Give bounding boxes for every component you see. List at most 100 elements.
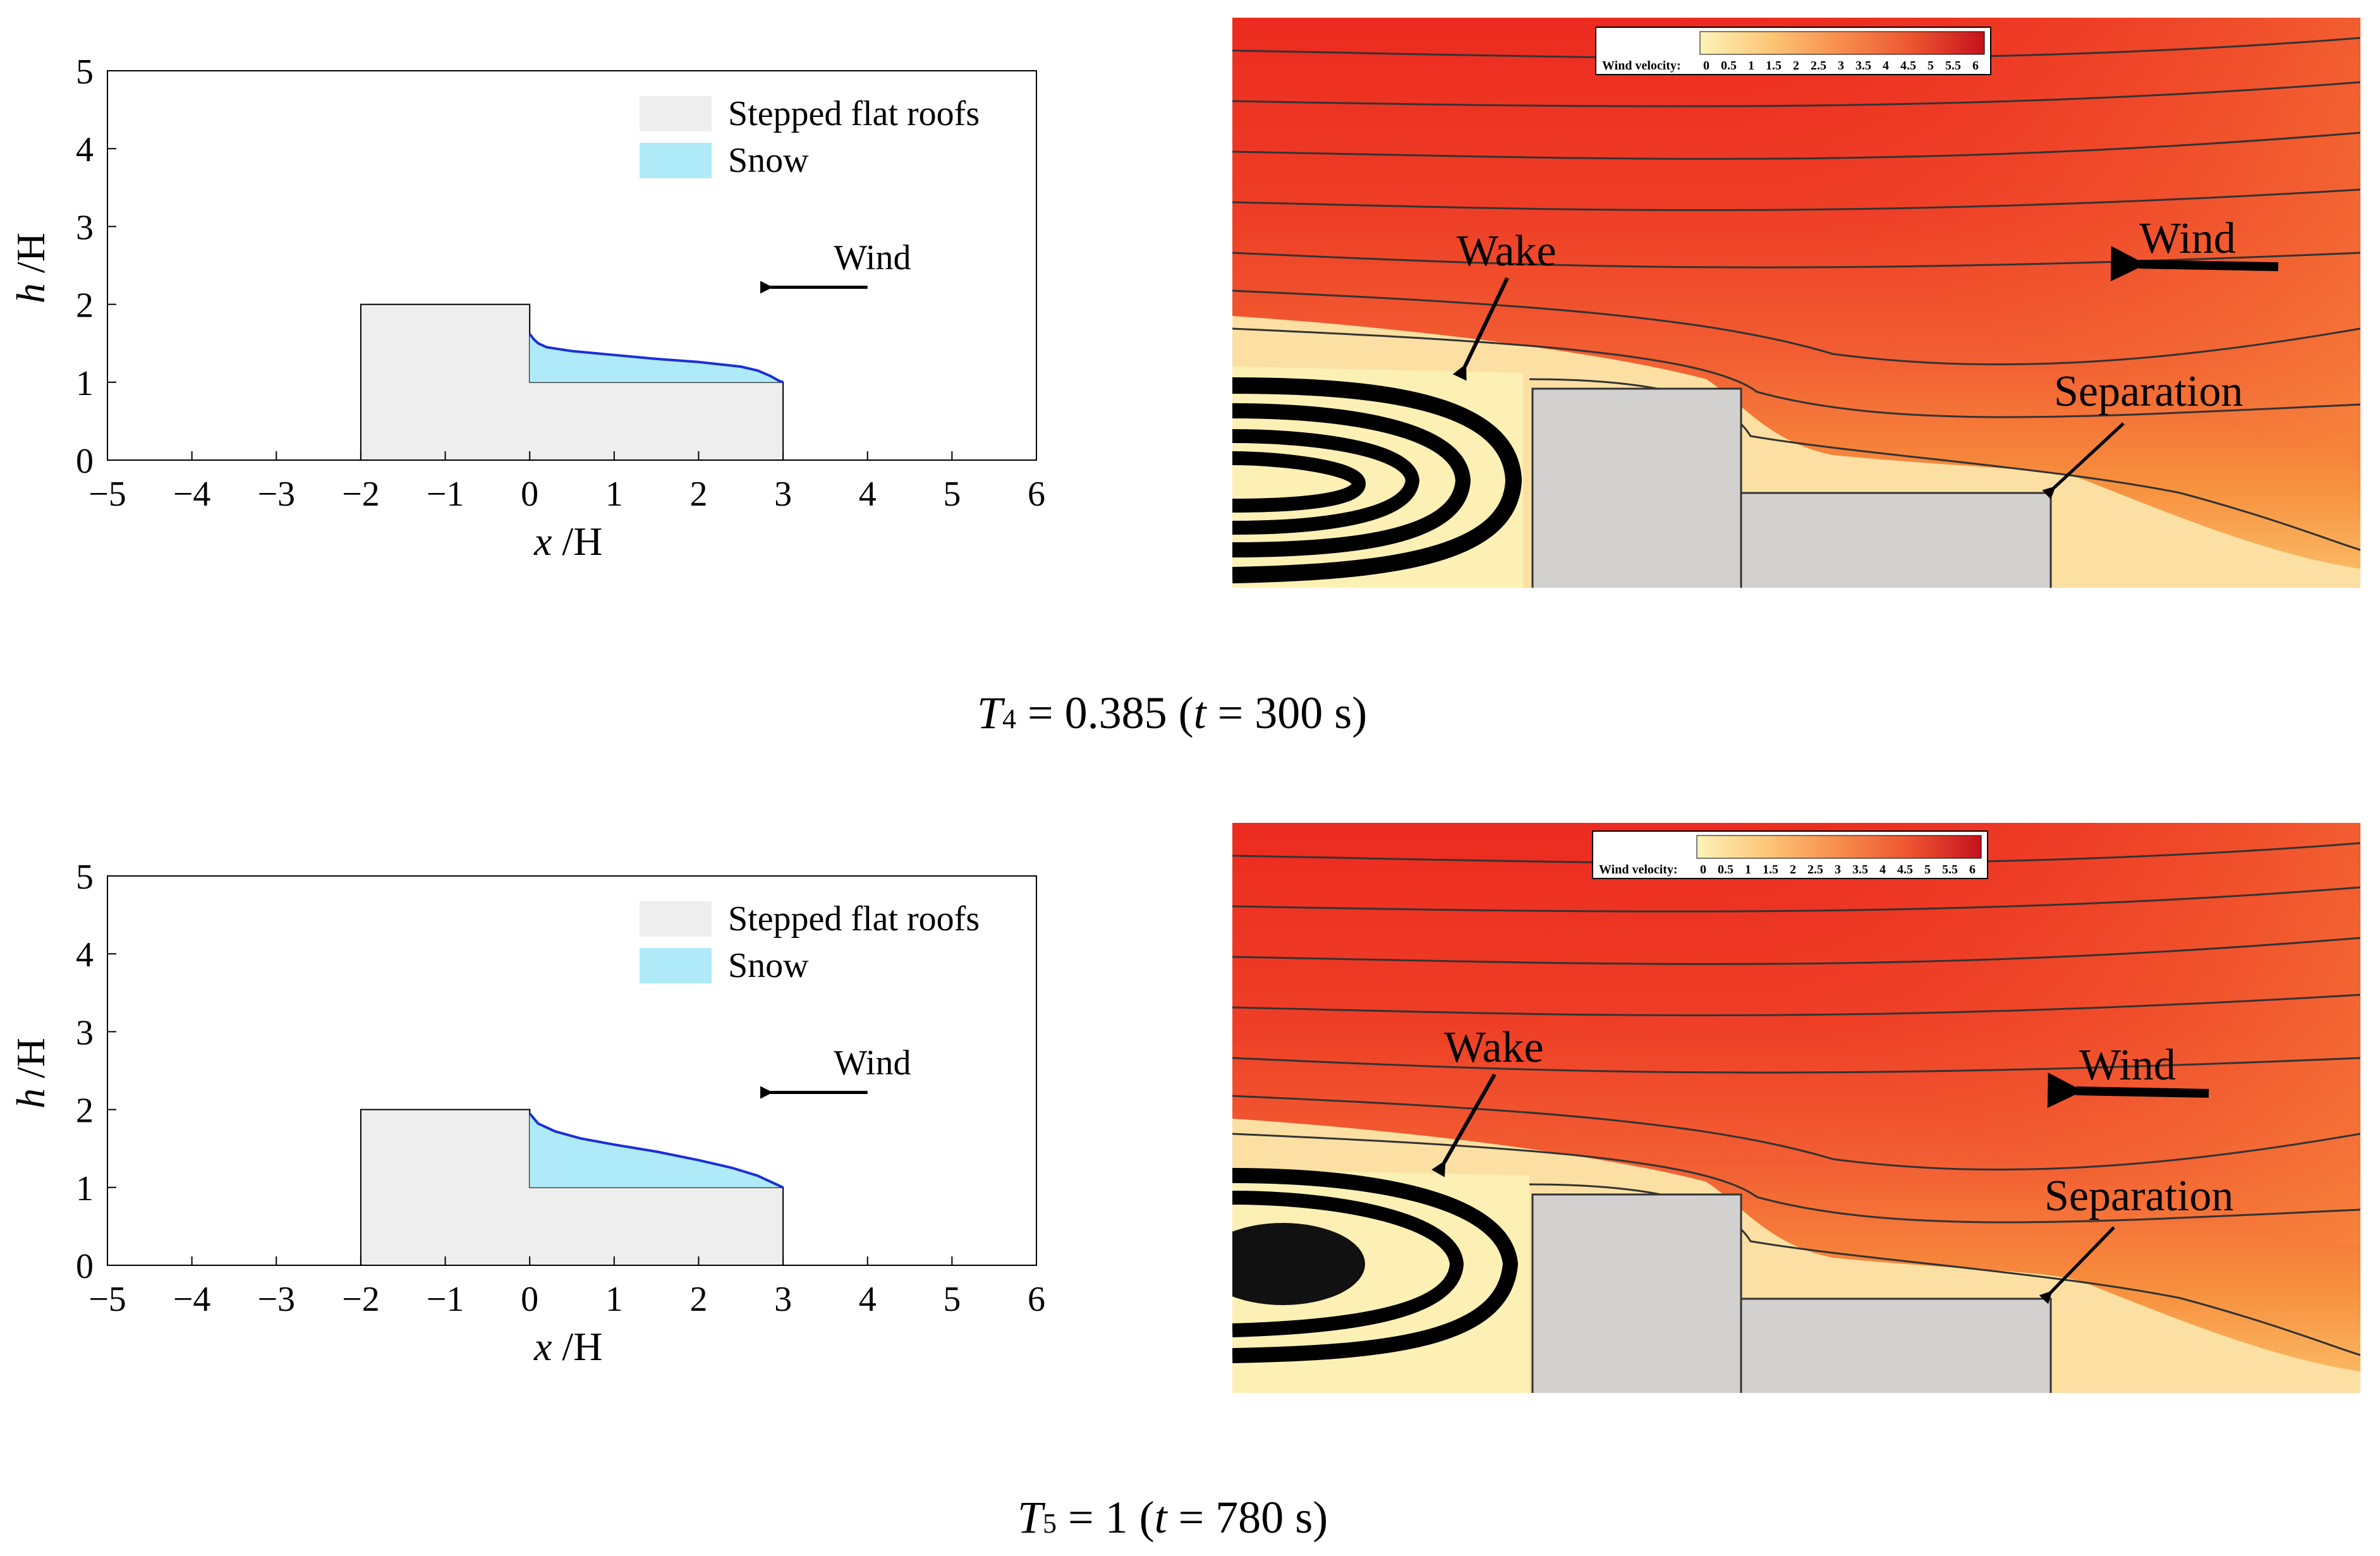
y-tick-label: 4 <box>76 130 94 169</box>
colorbar-tick-label: 2.5 <box>1807 863 1823 877</box>
colorbar-tick-label: 4 <box>1879 863 1886 877</box>
caption-rest1: = 0.385 ( <box>1016 688 1194 738</box>
colorbar-tick-label: 0 <box>1703 59 1709 73</box>
colorbar-tick-label: 2 <box>1793 59 1799 73</box>
caption-var: T <box>977 688 1005 738</box>
colorbar-tick-label: 1.5 <box>1766 59 1782 73</box>
y-tick-label: 5 <box>76 858 94 897</box>
caption-bottom: T5 = 1 (t = 780 s) <box>1017 1492 1328 1543</box>
wake-label: Wake <box>1457 227 1557 276</box>
colorbar-tick-label: 2 <box>1790 863 1796 877</box>
y-tick-label: 1 <box>76 364 94 403</box>
x-tick-label: −2 <box>342 1280 380 1319</box>
colorbar-tick-label: 6 <box>1969 863 1976 877</box>
colorbar-tick-label: 3.5 <box>1852 863 1868 877</box>
x-tick-label: −2 <box>342 475 380 514</box>
wake-region <box>1232 367 1523 588</box>
velocity-band-downstream <box>1675 823 2360 1245</box>
colorbar-tick-label: 4.5 <box>1897 863 1913 877</box>
caption-rest1: = 1 ( <box>1057 1492 1155 1543</box>
snow-area <box>530 1113 784 1188</box>
snow-surface-line <box>528 333 784 384</box>
y-axis-unit: /H <box>8 233 53 283</box>
wake-vortex <box>1232 1168 1519 1363</box>
y-tick-label: 1 <box>76 1169 94 1208</box>
x-tick-label: 4 <box>859 1280 877 1319</box>
x-tick-label: 1 <box>605 1280 623 1319</box>
legend-swatch-snow <box>640 143 712 178</box>
x-axis-var: x <box>533 519 552 564</box>
wake-vortex <box>1232 377 1522 583</box>
colorbar-tick-label: 5 <box>1928 59 1934 73</box>
caption-sub: 5 <box>1043 1508 1057 1539</box>
y-tick-label: 2 <box>76 1091 94 1131</box>
x-tick-label: 0 <box>521 1280 538 1319</box>
x-tick-label: −1 <box>427 1280 464 1319</box>
x-tick-label: −3 <box>257 1280 295 1319</box>
velocity-band-downstream <box>1675 18 2360 442</box>
y-axis-var: h <box>8 1088 53 1109</box>
separation-arrow <box>2042 422 2125 500</box>
colorbar-tick-label: 1 <box>1745 863 1751 877</box>
legend-label-snow: Snow <box>728 946 809 985</box>
x-tick-label: −4 <box>173 475 211 514</box>
caption-var: T <box>1017 1492 1046 1543</box>
x-tick-label: −5 <box>88 475 126 514</box>
wake-label: Wake <box>1444 1023 1544 1072</box>
x-axis-var: x <box>533 1324 552 1369</box>
y-tick-label: 4 <box>76 935 94 975</box>
x-tick-label: 2 <box>689 475 707 514</box>
colorbar-tick-label: 5.5 <box>1942 863 1958 877</box>
legend-swatch-roof <box>640 96 712 131</box>
caption-sub: 4 <box>1002 703 1016 734</box>
contour-overlay-top: Wind velocity: 0 0.5 1 1.5 2 2.5 3 3.5 4 4.5 5 5.5 6… <box>1452 27 2279 500</box>
colorbar-ticks: 0 0.5 1 1.5 2 2.5 3 3.5 4 4.5 5 5.5 6 <box>1700 863 1976 877</box>
legend-swatch-roof <box>640 901 712 937</box>
colorbar-tick-label: 1.5 <box>1763 863 1778 877</box>
x-tick-label: 6 <box>1028 475 1045 514</box>
y-tick-label: 0 <box>76 1247 94 1286</box>
x-axis-label: x /H <box>533 519 602 564</box>
wind-label: Wind <box>834 238 911 277</box>
colorbar-tick-label: 6 <box>1972 59 1979 73</box>
legend-swatch-snow <box>640 948 712 983</box>
wind-label: Wind <box>2079 1041 2176 1090</box>
x-tick-label: 4 <box>859 475 877 514</box>
colorbar-tick-label: 4.5 <box>1900 59 1916 73</box>
snow-area <box>530 334 784 382</box>
colorbar <box>1699 31 1985 55</box>
colorbar-tick-label: 5.5 <box>1945 59 1961 73</box>
x-tick-label: 5 <box>943 475 961 514</box>
x-tick-label: 2 <box>689 1280 707 1319</box>
colorbar-tick-label: 3 <box>1838 59 1844 73</box>
colorbar-tick-label: 2.5 <box>1811 59 1826 73</box>
lower-building <box>1740 492 2052 588</box>
x-tick-label: −1 <box>427 475 464 514</box>
x-tick-label: −5 <box>88 1280 126 1319</box>
x-tick-label: 6 <box>1028 1280 1045 1319</box>
y-tick-label: 5 <box>76 52 94 92</box>
contour-overlay-bottom: Wind velocity: 0 0.5 1 1.5 2 2.5 3 3.5 4 4.5 5 5.5 6… <box>1431 830 2233 1304</box>
colorbar-tick-label: 0.5 <box>1721 59 1737 73</box>
colorbar-tick-label: 3.5 <box>1855 59 1871 73</box>
colorbar-tick-label: 1 <box>1748 59 1754 73</box>
legend-label-roof: Stepped flat roofs <box>728 899 980 939</box>
legend-label-snow: Snow <box>728 141 809 180</box>
y-axis-unit: /H <box>8 1038 53 1088</box>
colorbar-tick-label: 0 <box>1700 863 1706 877</box>
wind-velocity-contour-top <box>1232 18 2360 588</box>
separation-arrow <box>2039 1226 2115 1304</box>
separation-label: Separation <box>2054 367 2243 416</box>
colorbar-ticks: 0 0.5 1 1.5 2 2.5 3 3.5 4 4.5 5 5.5 6 <box>1703 59 1979 73</box>
y-tick-label: 0 <box>76 442 94 481</box>
x-tick-label: 3 <box>774 1280 792 1319</box>
wind-label: Wind <box>2139 214 2236 263</box>
caption-tvar: t <box>1194 688 1208 738</box>
x-tick-label: 5 <box>943 1280 961 1319</box>
colorbar-title: Wind velocity: <box>1602 59 1681 73</box>
x-tick-label: 1 <box>605 475 623 514</box>
x-axis-label: x /H <box>533 1324 602 1369</box>
